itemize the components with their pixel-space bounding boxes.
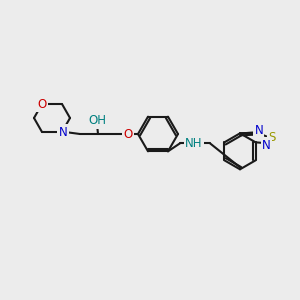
Text: N: N — [254, 124, 263, 137]
Text: N: N — [262, 139, 271, 152]
Text: NH: NH — [185, 137, 203, 150]
Text: N: N — [58, 125, 68, 139]
Text: O: O — [38, 98, 46, 110]
Text: OH: OH — [88, 115, 106, 128]
Text: S: S — [268, 131, 275, 144]
Text: O: O — [123, 128, 133, 140]
